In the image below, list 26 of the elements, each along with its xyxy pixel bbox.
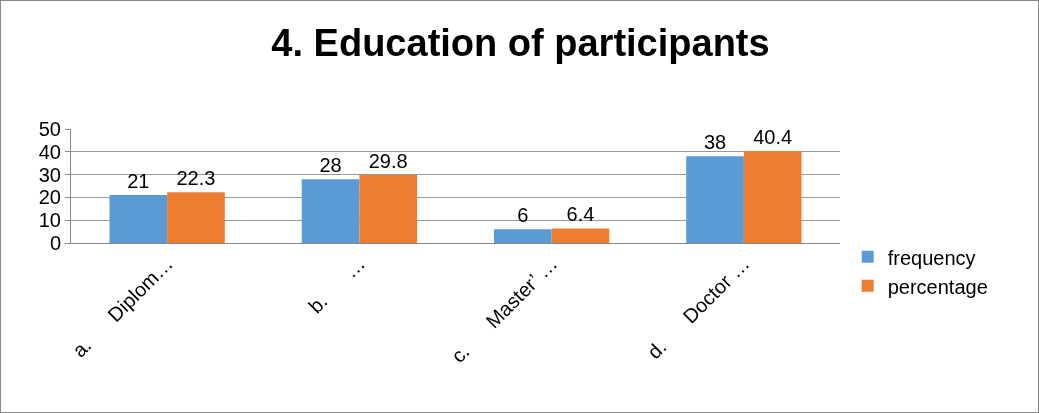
data-label: 22.3 [176,167,216,190]
bar [551,228,610,243]
bar [301,179,360,243]
bar [109,195,168,243]
chart-title: 4. Education of participants [271,21,770,64]
bar [743,150,802,243]
data-label: 38 [703,131,727,154]
data-label: 40.4 [753,125,793,148]
y-tick-label: 20 [38,186,61,209]
data-label: 29.8 [368,150,408,173]
y-tick-label: 10 [38,209,61,232]
bar [359,175,418,243]
bar [493,229,552,243]
data-label: 6.4 [566,203,595,226]
y-tick-label: 30 [38,163,61,186]
x-tick-label: b. … [304,252,370,318]
bar [686,156,744,243]
legend-label: frequency [887,246,976,269]
y-tick-label: 0 [49,232,61,254]
y-tick-label: 40 [38,140,61,163]
bar [167,192,225,243]
data-label: 21 [127,170,150,193]
data-label: 28 [319,154,342,177]
y-tick-label: 50 [38,118,61,140]
legend-label: percentage [887,275,988,298]
data-label: 6 [517,204,529,227]
